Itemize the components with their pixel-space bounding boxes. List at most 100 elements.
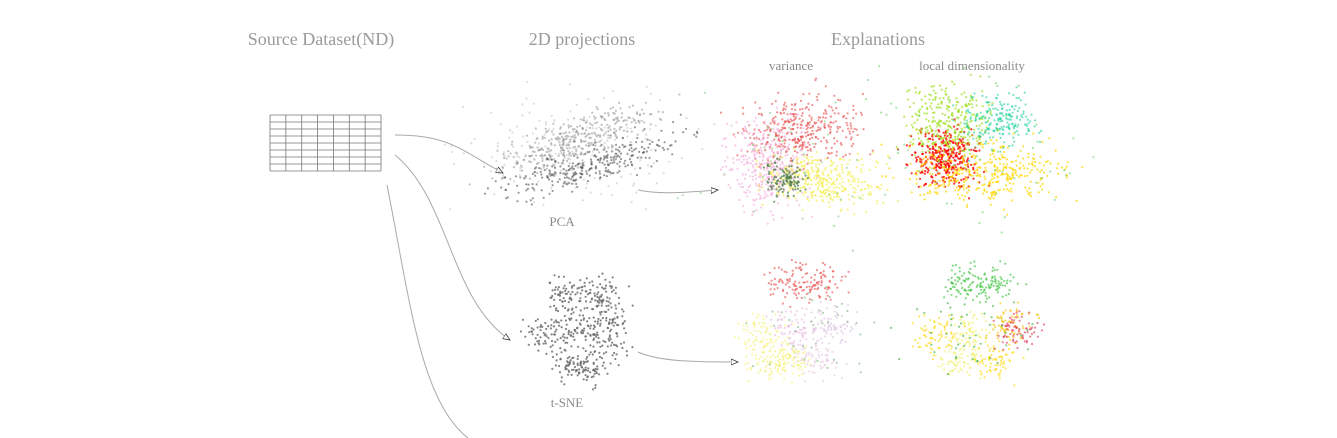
scatter-dot [957,289,960,292]
scatter-dot [1049,162,1052,165]
scatter-dot [596,322,599,325]
scatter-dot [919,345,922,348]
scatter-dot [943,185,946,188]
scatter-dot [959,367,962,370]
scatter-dot [934,145,937,148]
scatter-dot [830,106,833,109]
scatter-dot [997,170,1000,173]
scatter-dot [984,300,988,303]
scatter-dot [1072,137,1075,140]
scatter-dot [971,321,974,324]
scatter-dot [978,166,981,169]
scatter-dot [943,368,946,371]
scatter-dot [619,107,622,110]
scatter-dot [931,348,934,351]
scatter-dot [632,182,636,185]
scatter-dot [962,348,966,351]
scatter-dot [817,175,820,178]
scatter-dot [934,149,937,152]
scatter-dot [857,159,860,162]
scatter-dot [592,337,596,340]
scatter-dot [786,113,789,116]
scatter-dot [847,171,850,174]
scatter-dot [788,318,791,322]
scatter-dot [607,137,610,140]
scatter-dot [917,132,920,135]
scatter-dot [954,364,957,367]
scatter-dot [605,290,608,293]
scatter-dot [540,153,543,156]
scatter-dot [617,149,620,152]
scatter-dot [546,147,549,150]
scatter-dot [795,170,798,173]
scatter-dot [751,148,754,151]
scatter-dot [674,140,677,143]
scatter-dot [808,285,811,288]
scatter-dot [550,158,553,161]
scatter-dot [967,293,970,296]
scatter-dot [1092,156,1095,159]
scatter-dot [895,146,898,149]
scatter-dot [825,307,829,310]
scatter-dot [634,167,637,170]
scatter-dot [750,366,753,369]
scatter-dot [967,324,970,327]
scatter-dot [600,143,603,146]
scatter-dot [950,168,953,171]
scatter-dot [645,133,648,136]
scatter-dot [975,285,978,288]
scatter-dot [544,145,547,148]
scatter-dot [600,293,603,296]
scatter-dot [948,180,951,183]
scatter-dot [998,282,1001,285]
scatter-dot [789,187,792,191]
scatter-dot [964,337,968,340]
scatter-dot [1026,189,1029,192]
scatter-dot [1037,191,1040,194]
scatter-dot [805,135,808,138]
scatter-dot [588,132,591,135]
scatter-dot [829,130,832,133]
scatter-dot [794,280,797,283]
scatter-dot [985,190,988,194]
scatter-dot [770,127,773,130]
scatter-dot [597,336,600,340]
scatter-dot [560,152,563,155]
scatter-dot [545,130,548,133]
scatter-dot [810,311,813,314]
scatter-dot [584,366,587,369]
scatter-dot [830,362,834,365]
scatter-dot [962,131,966,134]
scatter-dot [838,186,841,190]
scatter-dot [536,171,539,175]
scatter-dot [779,358,782,361]
scatter-dot [541,137,544,140]
scatter-dot [754,116,758,119]
scatter-dot [783,366,786,369]
scatter-dot [811,194,814,197]
scatter-dot [958,356,961,359]
scatter-dot [808,298,812,301]
scatter-dot [807,170,810,173]
scatter-dot [833,137,836,140]
projection-label: PCA [549,214,575,229]
scatter-dot [1015,308,1018,311]
scatter-dot [947,125,950,128]
scatter-dot [1000,362,1003,365]
scatter-dot [565,364,568,367]
scatter-dot [758,137,761,140]
scatter-dot [607,164,610,167]
scatter-dot [867,192,870,195]
scatter-dot [800,331,804,335]
scatter-dot [560,376,563,379]
scatter-dot [1017,96,1021,100]
scatter-dot [976,187,979,190]
scatter-dot [764,366,767,369]
scatter-dot [780,143,783,146]
scatter-dot [583,361,587,364]
scatter-dot [599,322,602,325]
scatter-dot [1008,108,1011,111]
scatter-dot [783,183,786,186]
scatter-dot [749,368,753,371]
scatter-dot [521,318,525,321]
